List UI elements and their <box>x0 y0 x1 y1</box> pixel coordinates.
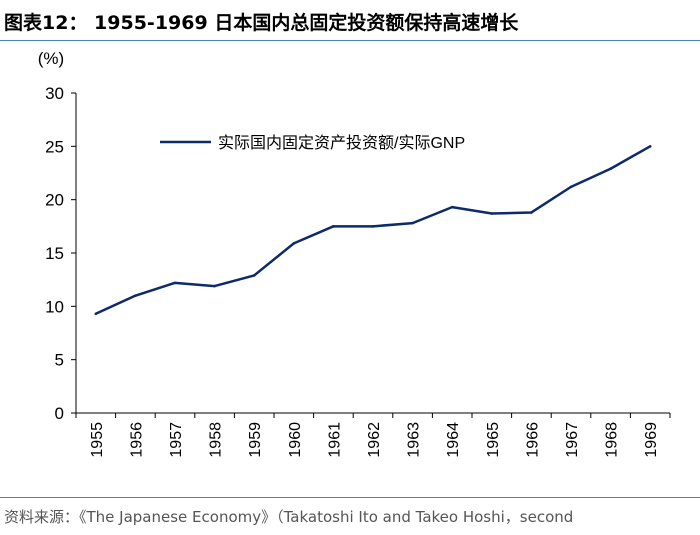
data-point <box>609 167 612 171</box>
axes <box>71 92 671 418</box>
x-tick-label: 1956 <box>128 422 145 458</box>
data-point <box>252 274 256 277</box>
line-chart: (%) 0 5 10 15 20 25 30 1955 1956 1957 1958 1959 196… <box>38 49 671 458</box>
data-point <box>134 294 137 297</box>
data-point <box>371 225 375 228</box>
data-point <box>450 205 454 209</box>
data-point <box>292 242 296 245</box>
y-tick-label: 0 <box>55 404 64 423</box>
y-tick-label: 20 <box>45 191 64 210</box>
top-rule <box>0 40 700 41</box>
legend-label: 实际国内固定资产投资额/实际GNP <box>218 134 465 152</box>
x-tick-label: 1969 <box>643 422 660 458</box>
y-tick-labels: 0 5 10 15 20 25 30 <box>45 84 64 423</box>
data-point <box>569 185 573 189</box>
y-tick-label: 30 <box>45 84 64 103</box>
x-tick-label: 1959 <box>247 422 264 458</box>
x-tick-label: 1968 <box>604 422 621 458</box>
x-tick-label: 1967 <box>564 422 581 458</box>
x-tick-label: 1961 <box>326 422 343 458</box>
data-point <box>530 211 533 214</box>
source-note: 资料来源：《The Japanese Economy》（Takatoshi It… <box>4 508 574 526</box>
y-tick-label: 5 <box>55 351 64 370</box>
data-point <box>490 212 494 215</box>
x-tick-label: 1955 <box>89 422 106 458</box>
x-tick-labels: 1955 1956 1957 1958 1959 1960 1961 1962 1963 1964… <box>89 422 660 458</box>
legend: 实际国内固定资产投资额/实际GNP <box>160 134 465 152</box>
data-point <box>94 312 98 316</box>
series-line <box>95 145 651 315</box>
x-tick-label: 1965 <box>485 422 502 458</box>
x-tick-label: 1962 <box>366 422 383 458</box>
data-point <box>173 281 177 285</box>
data-point <box>213 284 216 288</box>
x-tick-label: 1958 <box>208 422 225 458</box>
x-tick-label: 1964 <box>445 422 462 458</box>
x-tick-label: 1966 <box>524 422 541 458</box>
y-axis-label: (%) <box>38 49 64 68</box>
data-point <box>648 145 652 148</box>
y-tick-label: 25 <box>45 137 64 156</box>
series-group <box>94 145 652 316</box>
bottom-rule <box>0 497 700 498</box>
data-point <box>411 221 414 225</box>
figure-title: 图表12： 1955-1969 日本国内总固定投资额保持高速增长 <box>4 12 519 34</box>
data-point <box>332 225 335 228</box>
y-tick-label: 15 <box>45 244 64 263</box>
x-tick-label: 1957 <box>168 422 185 458</box>
y-tick-label: 10 <box>45 297 64 316</box>
x-tick-label: 1963 <box>406 422 423 458</box>
x-tick-label: 1960 <box>287 422 304 458</box>
